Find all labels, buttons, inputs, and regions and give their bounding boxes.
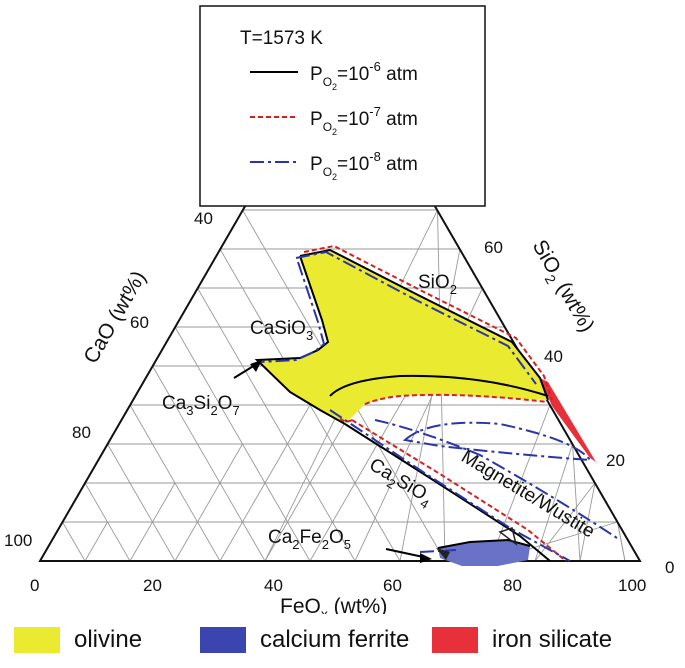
legend-item-iron-silicate: iron silicate — [432, 626, 612, 654]
feox-tick-0: 0 — [30, 576, 39, 595]
boundary-1e-6 — [254, 248, 551, 562]
casio3-label: CaSiO3 — [250, 318, 313, 343]
boundary-1e-8 — [259, 250, 621, 562]
sio2-tick-20: 20 — [606, 451, 625, 470]
magnetite-wustite-label: Magnetite/Wustite — [457, 446, 598, 542]
calcium-ferrite-region — [438, 540, 530, 566]
cao-tick-40: 40 — [194, 209, 213, 228]
sio2-tick-60: 60 — [484, 238, 503, 257]
ca3si2o7-label: Ca3Si2O7 — [162, 393, 240, 418]
phase-legend: olivine calcium ferrite iron silicate — [0, 614, 685, 664]
cao-tick-100: 100 — [4, 531, 32, 550]
feox-tick-80: 80 — [503, 576, 522, 595]
sio2-tick-0: 0 — [665, 558, 674, 577]
cao-tick-60: 60 — [130, 313, 149, 332]
iron-silicate-label: iron silicate — [492, 626, 613, 653]
legend-item-olivine: olivine — [14, 626, 142, 654]
ca2fe2o5-arrowhead — [420, 553, 432, 563]
ca3si2o7-arrowhead — [250, 360, 262, 372]
legend-item-calcium-ferrite: calcium ferrite — [200, 626, 409, 654]
calcium-ferrite-label: calcium ferrite — [260, 626, 410, 653]
sio2-tick-40: 40 — [544, 347, 563, 366]
olivine-label: olivine — [74, 626, 143, 653]
sio2-axis-title: SiO2 (wt%) — [524, 236, 599, 338]
temperature-label: T=1573 K — [240, 28, 323, 49]
calcium-ferrite-swatch — [200, 627, 246, 653]
legend-label-3: PO2=10-8 atm — [310, 149, 418, 182]
ca2fe2o5-peak — [498, 527, 518, 546]
ca2fe2o5-label: Ca2Fe2O5 — [268, 527, 351, 552]
legend-label-1: PO2=10-6 atm — [310, 59, 418, 92]
olivine-swatch — [14, 627, 60, 653]
triangle-frame — [38, 40, 642, 562]
iron-silicate-swatch — [432, 627, 478, 653]
feox-tick-60: 60 — [383, 576, 402, 595]
boundary-1e-7 — [303, 244, 567, 562]
cao-tick-80: 80 — [72, 423, 91, 442]
feox-tick-100: 100 — [618, 576, 646, 595]
iron-silicate-region — [540, 378, 596, 462]
ternary-svg: T=1573 K PO2=10-6 atm PO2=10-7 atm PO2=1… — [4, 5, 674, 622]
feox-tick-40: 40 — [264, 576, 283, 595]
feox-axis-title: FeOx (wt%) — [280, 595, 387, 614]
ca2fe2o5-marker — [436, 548, 450, 560]
legend-box — [199, 5, 486, 207]
sio2-phase-label: SiO2 — [418, 272, 457, 297]
legend-label-2: PO2=10-7 atm — [310, 104, 418, 137]
feox-tick-20: 20 — [143, 576, 162, 595]
